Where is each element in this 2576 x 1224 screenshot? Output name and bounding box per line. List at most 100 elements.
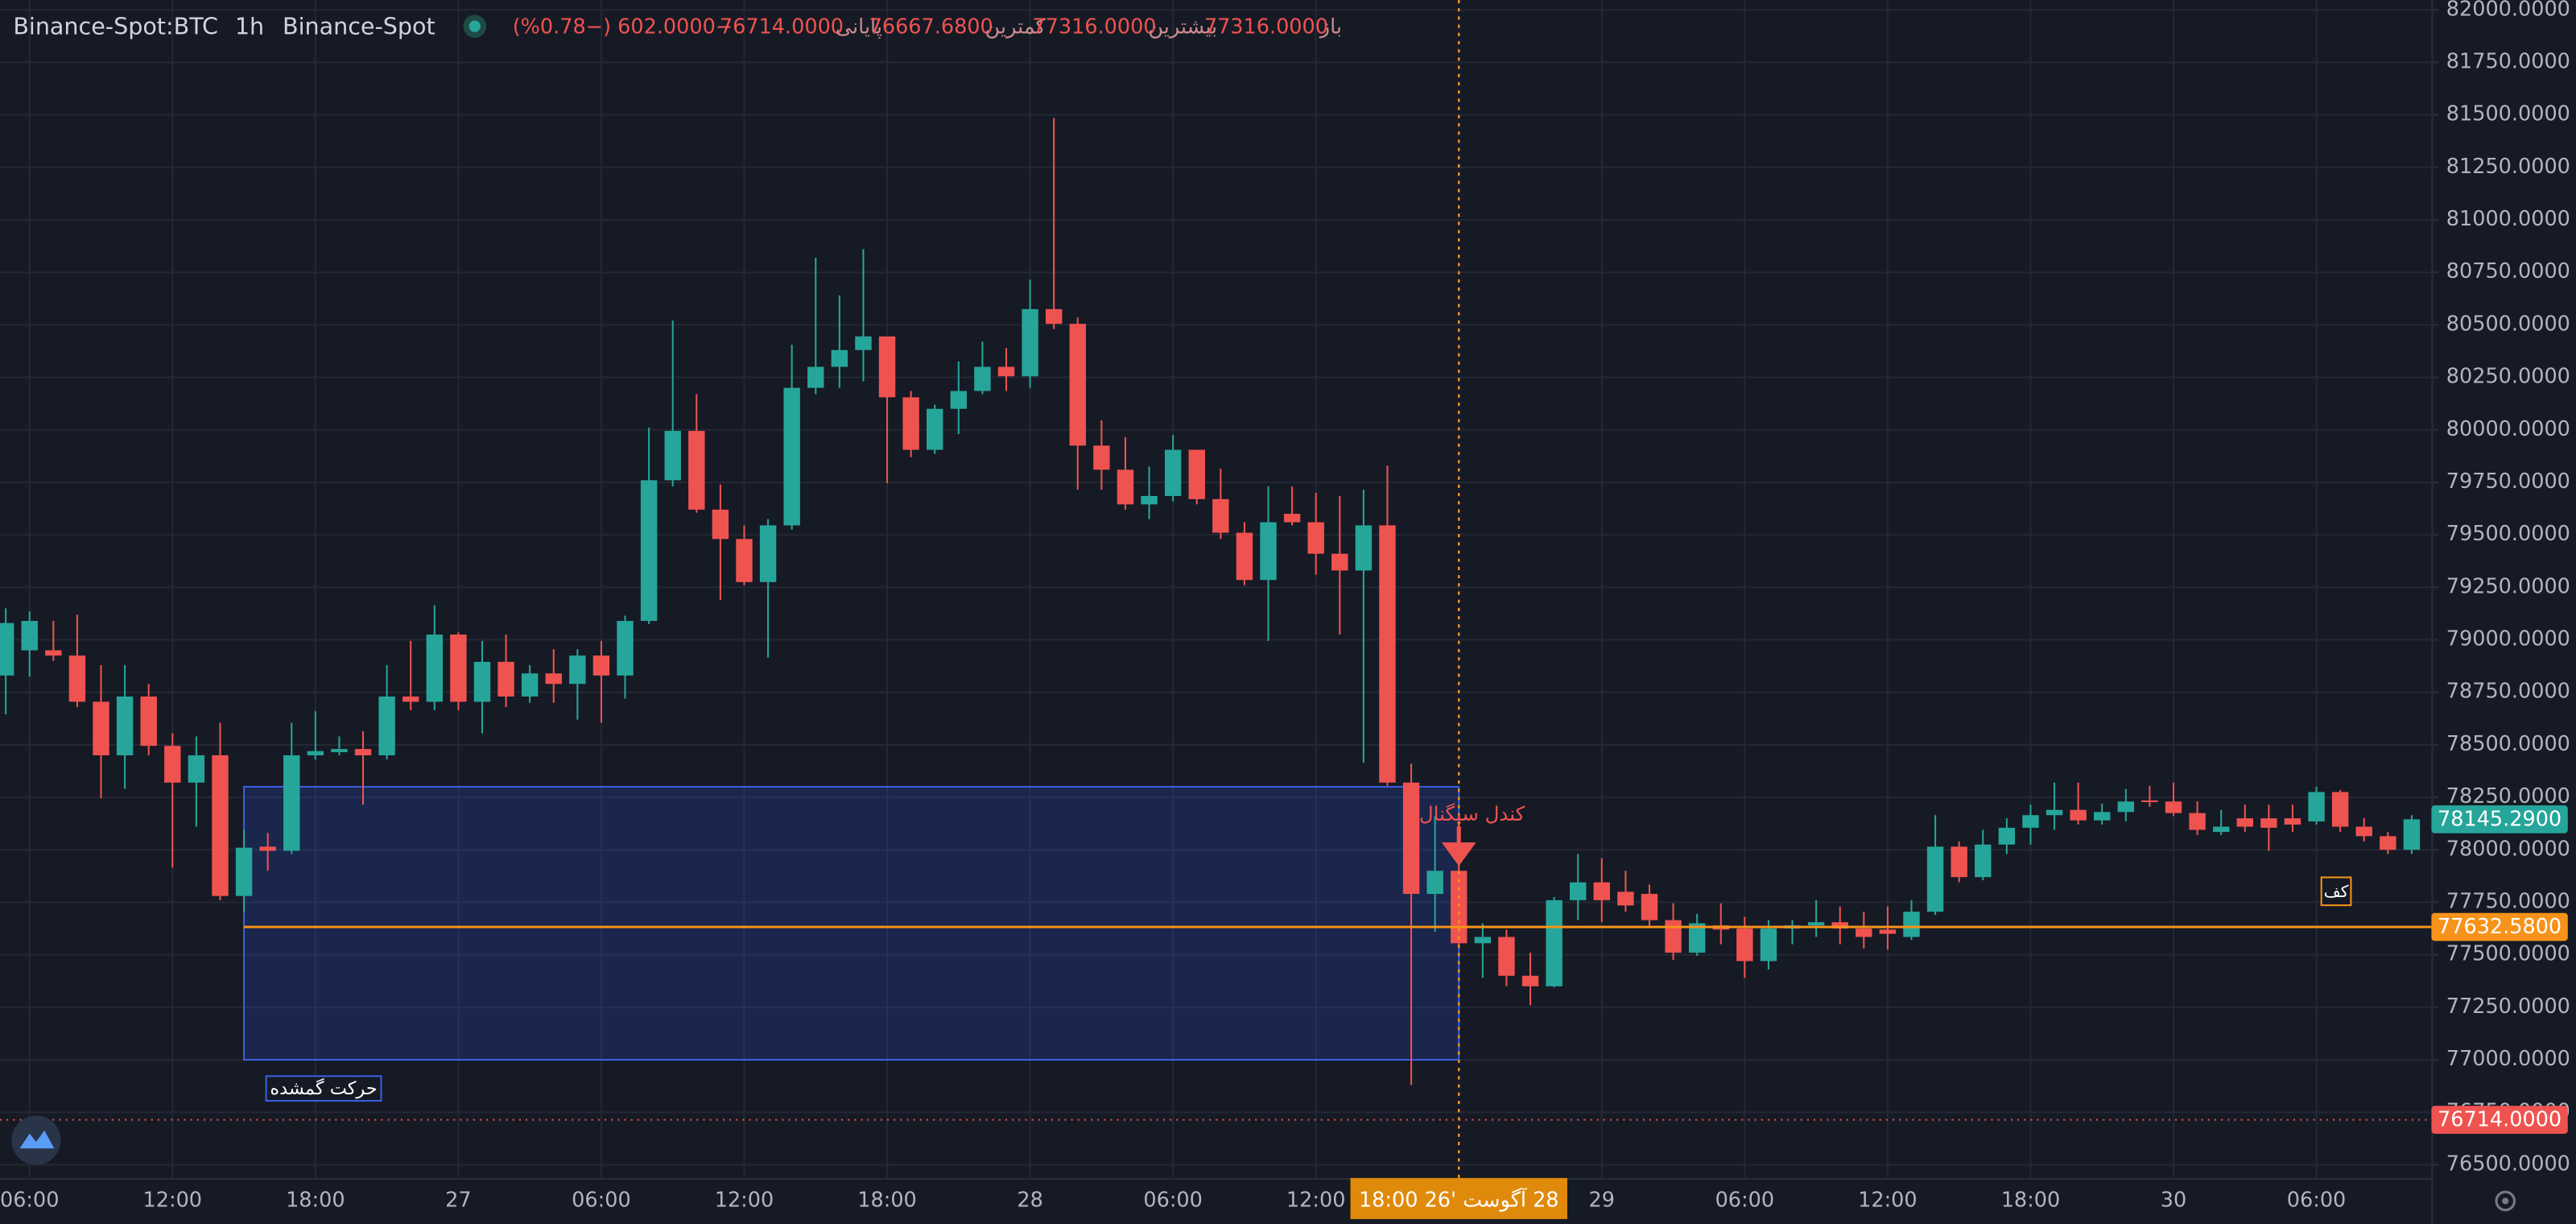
candle-body bbox=[831, 349, 848, 367]
candle-body bbox=[164, 746, 181, 783]
logo-circle[interactable] bbox=[11, 1115, 61, 1165]
candle-body bbox=[0, 622, 14, 676]
y-tick-label: 81250.0000 bbox=[2446, 155, 2570, 179]
legend-value: 77316.0000 bbox=[1032, 15, 1156, 39]
candle-body bbox=[140, 696, 157, 746]
candle-body bbox=[473, 661, 491, 702]
candle-body bbox=[1331, 553, 1348, 571]
candle-body bbox=[1426, 870, 1443, 895]
signal-label: کندل سیگنال bbox=[1419, 802, 1525, 825]
x-tick-label: 28 bbox=[1017, 1188, 1042, 1212]
candle-body bbox=[664, 431, 681, 481]
candle-body bbox=[1546, 899, 1563, 986]
candle-body bbox=[259, 846, 276, 851]
candle-body bbox=[1570, 882, 1587, 900]
crosshair-time-box bbox=[1350, 1177, 1567, 1219]
x-tick-label: 30 bbox=[2161, 1188, 2186, 1212]
candle-body bbox=[497, 661, 514, 697]
price-tag-label: 76714.0000 bbox=[2438, 1108, 2562, 1132]
candle-body bbox=[2212, 826, 2230, 833]
candle-body bbox=[1045, 308, 1063, 325]
candle-body bbox=[1093, 445, 1110, 470]
x-tick-label: 12:00 bbox=[715, 1188, 774, 1212]
candle-body bbox=[1998, 827, 2016, 845]
candle-body bbox=[1593, 882, 1610, 900]
candle-body bbox=[2355, 826, 2372, 837]
candle-body bbox=[521, 673, 539, 697]
candle-body bbox=[2117, 801, 2135, 813]
price-tag-label: 78145.2900 bbox=[2438, 807, 2562, 831]
candle-body bbox=[2070, 809, 2087, 821]
x-tick-label: 06:00 bbox=[572, 1188, 631, 1212]
candle-body bbox=[2284, 818, 2301, 825]
candle-body bbox=[1355, 525, 1373, 571]
candle-body bbox=[592, 655, 610, 676]
floor-label-box bbox=[2320, 876, 2352, 907]
symbol: Binance-Spot:BTC bbox=[13, 13, 218, 40]
candle-body bbox=[1260, 522, 1277, 581]
legend-label: بیشترین bbox=[1148, 15, 1217, 39]
candle-body bbox=[1474, 937, 1492, 944]
y-tick-label: 77500.0000 bbox=[2446, 942, 2570, 966]
zone-label-box bbox=[265, 1075, 382, 1102]
y-tick-label: 78750.0000 bbox=[2446, 680, 2570, 704]
exchange: Binance-Spot bbox=[283, 13, 436, 40]
candle-body bbox=[1141, 495, 1158, 505]
y-tick-label: 78000.0000 bbox=[2446, 837, 2570, 861]
candle-body bbox=[212, 755, 229, 896]
candle-body bbox=[2236, 818, 2253, 827]
candle-body bbox=[1856, 928, 1872, 937]
candle-body bbox=[68, 655, 86, 702]
y-tick-label: 79750.0000 bbox=[2446, 469, 2570, 494]
logo-icon bbox=[19, 1130, 55, 1149]
candle-body bbox=[1069, 324, 1086, 446]
price-tag-label: 77632.5800 bbox=[2438, 915, 2562, 939]
candle-body bbox=[2331, 792, 2349, 827]
y-tick-label: 82000.0000 bbox=[2446, 0, 2570, 21]
candle-body bbox=[1926, 846, 1944, 912]
price-tag bbox=[2431, 805, 2568, 833]
y-tick-label: 80250.0000 bbox=[2446, 365, 2570, 389]
candle-body bbox=[1022, 308, 1038, 377]
crosshair-time-label: 28 آگوست '26 18:00 bbox=[1359, 1187, 1559, 1212]
legend: باز77316.0000بیشترین77316.0000کمترین7666… bbox=[513, 15, 1342, 39]
candle-body bbox=[1807, 922, 1825, 926]
candle-body bbox=[2403, 819, 2421, 850]
candle-body bbox=[1307, 522, 1324, 554]
legend-value: 77316.0000 bbox=[1204, 15, 1328, 39]
candle-body bbox=[1975, 844, 1992, 878]
settings-icon[interactable] bbox=[2495, 1190, 2516, 1212]
legend-label: پایانی bbox=[836, 15, 882, 39]
candle-body bbox=[1760, 928, 1777, 961]
candle-body bbox=[2260, 818, 2277, 828]
candle-body bbox=[1212, 498, 1229, 533]
candle-body bbox=[759, 525, 777, 582]
candle-body bbox=[950, 391, 968, 409]
candle-body bbox=[807, 366, 824, 388]
candle-body bbox=[1641, 894, 1658, 920]
logo[interactable] bbox=[11, 1115, 61, 1165]
y-tick-label: 79500.0000 bbox=[2446, 522, 2570, 546]
candle-body bbox=[2141, 800, 2158, 803]
floor-label: کف bbox=[2324, 882, 2349, 901]
x-tick-label: 12:00 bbox=[1286, 1188, 1346, 1212]
candle-body bbox=[450, 635, 467, 702]
candle-body bbox=[712, 509, 729, 540]
y-tick-label: 78250.0000 bbox=[2446, 784, 2570, 808]
candle-body bbox=[617, 621, 634, 676]
zone-box bbox=[243, 786, 1460, 1061]
settings[interactable] bbox=[2495, 1190, 2516, 1212]
candle-body bbox=[331, 749, 348, 753]
candle-body bbox=[640, 480, 658, 622]
zone-label: حرکت گمشده bbox=[270, 1077, 377, 1099]
status-dot bbox=[469, 20, 481, 32]
candle-body bbox=[2380, 836, 2396, 850]
candle-body bbox=[927, 408, 943, 450]
candle-body bbox=[1451, 870, 1468, 944]
candle-body bbox=[878, 336, 896, 398]
candle-body bbox=[307, 751, 324, 755]
candle-body bbox=[21, 621, 38, 651]
candle-body bbox=[1236, 532, 1253, 581]
y-tick-label: 79250.0000 bbox=[2446, 574, 2570, 598]
